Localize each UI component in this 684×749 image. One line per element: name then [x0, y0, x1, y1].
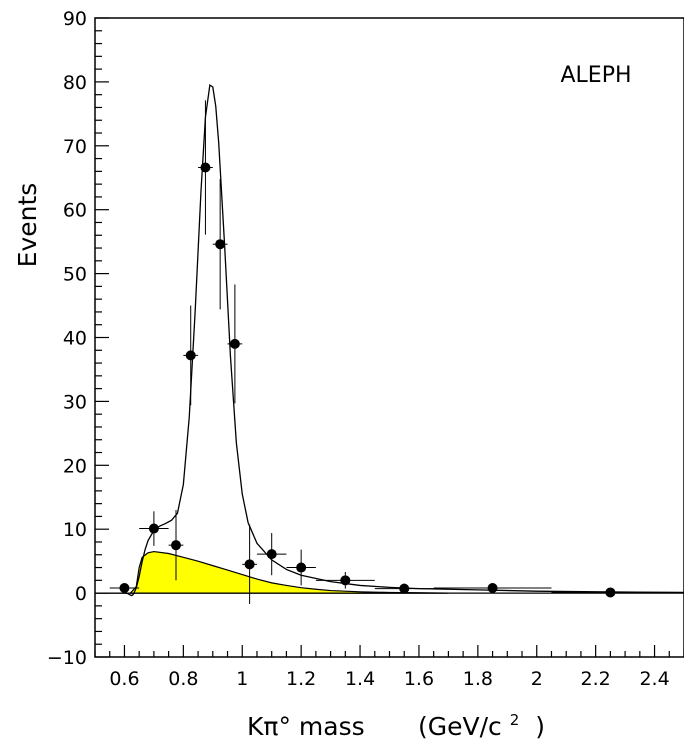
data-point — [286, 549, 316, 586]
y-tick-label: 30 — [63, 391, 87, 413]
x-axis-ticks: 0.6 0.8 1 1.2 1.4 1.6 1.8 2 2.2 2.4 — [94, 645, 684, 690]
x-axis-title-units: (GeV/c — [418, 712, 502, 741]
x-tick-label: 1.4 — [345, 668, 375, 690]
data-point — [139, 511, 169, 546]
y-tick-label: 40 — [63, 328, 87, 350]
x-tick-label: 1.6 — [404, 668, 434, 690]
y-tick-label: 10 — [63, 519, 87, 541]
x-axis-title: Kπ° mass (GeV/c 2 ) — [247, 702, 545, 741]
point-marker — [487, 582, 498, 593]
x-tick-label: 2 — [531, 668, 543, 690]
point-marker — [185, 350, 196, 361]
y-tick-label: 0 — [75, 583, 87, 605]
x-tick-label: 0.8 — [168, 668, 198, 690]
x-axis-title-units-sup: 2 — [510, 711, 520, 729]
x-tick-label: 1.8 — [463, 668, 493, 690]
data-point — [374, 583, 434, 594]
y-tick-label: 20 — [63, 455, 87, 477]
x-tick-label: 0.6 — [109, 668, 139, 690]
data-point — [242, 524, 257, 604]
data-point — [256, 533, 287, 576]
y-tick-label: 80 — [63, 72, 87, 94]
x-tick-label: 1 — [236, 668, 248, 690]
x-axis-title-units-close: ) — [535, 712, 545, 741]
data-point — [433, 582, 552, 593]
point-marker — [296, 562, 307, 573]
x-tick-label: 2.2 — [581, 668, 611, 690]
fit-curve-line — [95, 83, 684, 597]
data-points — [109, 100, 670, 604]
data-point — [212, 179, 228, 310]
y-tick-label: 70 — [63, 136, 87, 158]
y-tick-label: −10 — [47, 647, 87, 669]
point-marker — [119, 582, 130, 593]
data-point — [183, 305, 199, 406]
y-tick-label: 90 — [63, 8, 87, 30]
x-axis-title-main: Kπ° mass — [247, 712, 365, 741]
point-marker — [200, 162, 211, 173]
background-area-shape — [128, 550, 449, 594]
point-marker — [266, 549, 277, 560]
annotation-label: ALEPH — [560, 63, 631, 88]
point-marker — [244, 559, 255, 570]
data-point — [227, 284, 243, 404]
y-tick-label: 60 — [63, 200, 87, 222]
data-point — [109, 582, 140, 593]
point-marker — [229, 338, 240, 349]
point-marker — [215, 239, 226, 250]
background-area — [128, 550, 449, 594]
fit-curve — [95, 83, 684, 597]
data-point — [168, 510, 184, 581]
y-axis-title: Events — [13, 183, 42, 268]
data-point — [315, 572, 375, 589]
x-tick-label: 1.2 — [286, 668, 316, 690]
data-point — [198, 100, 213, 235]
point-marker — [148, 523, 159, 534]
point-marker — [170, 540, 181, 551]
x-tick-label: 2.4 — [639, 668, 669, 690]
point-marker — [605, 587, 616, 598]
point-marker — [399, 583, 410, 594]
y-axis-ticks: −10 0 10 20 30 40 50 60 70 80 90 — [47, 8, 109, 669]
y-tick-label: 50 — [63, 264, 87, 286]
data-point — [551, 587, 670, 598]
point-marker — [340, 575, 351, 586]
